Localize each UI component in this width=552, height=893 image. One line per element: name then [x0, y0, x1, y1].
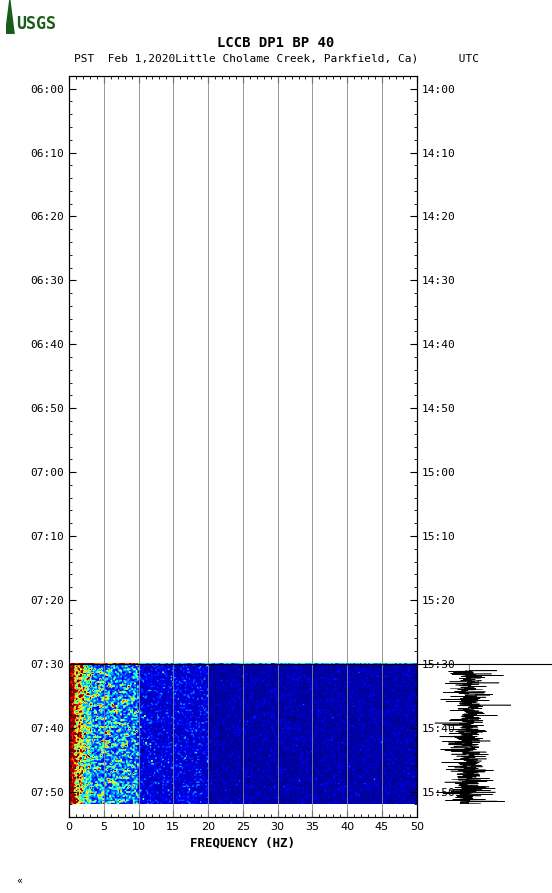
Text: PST  Feb 1,2020Little Cholame Creek, Parkfield, Ca)      UTC: PST Feb 1,2020Little Cholame Creek, Park…: [73, 53, 479, 63]
Text: LCCB DP1 BP 40: LCCB DP1 BP 40: [217, 36, 335, 50]
Polygon shape: [6, 0, 14, 34]
Text: USGS: USGS: [17, 15, 56, 33]
Text: «: «: [17, 876, 23, 886]
X-axis label: FREQUENCY (HZ): FREQUENCY (HZ): [190, 836, 295, 849]
